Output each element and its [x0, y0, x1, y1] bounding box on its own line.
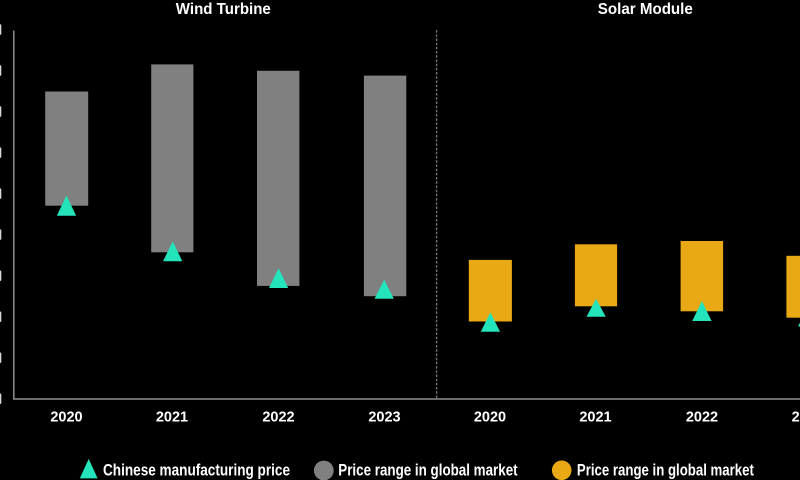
- svg-text:Solar Module: Solar Module: [598, 1, 693, 18]
- svg-text:Chinese manufacturing price: Chinese manufacturing price: [103, 461, 290, 479]
- svg-text:2020: 2020: [50, 410, 82, 426]
- svg-text:2022: 2022: [262, 410, 294, 426]
- svg-text:2021: 2021: [156, 410, 188, 426]
- svg-text:2023: 2023: [792, 410, 800, 426]
- svg-text:Price range in global market: Price range in global market: [577, 461, 754, 479]
- svg-text:Wind Turbine: Wind Turbine: [176, 1, 271, 18]
- svg-text:Price range in global market: Price range in global market: [338, 461, 518, 479]
- svg-text:2021: 2021: [579, 410, 611, 426]
- svg-text:2020: 2020: [474, 410, 506, 426]
- svg-text:2022: 2022: [686, 410, 718, 426]
- svg-text:2023: 2023: [368, 410, 400, 426]
